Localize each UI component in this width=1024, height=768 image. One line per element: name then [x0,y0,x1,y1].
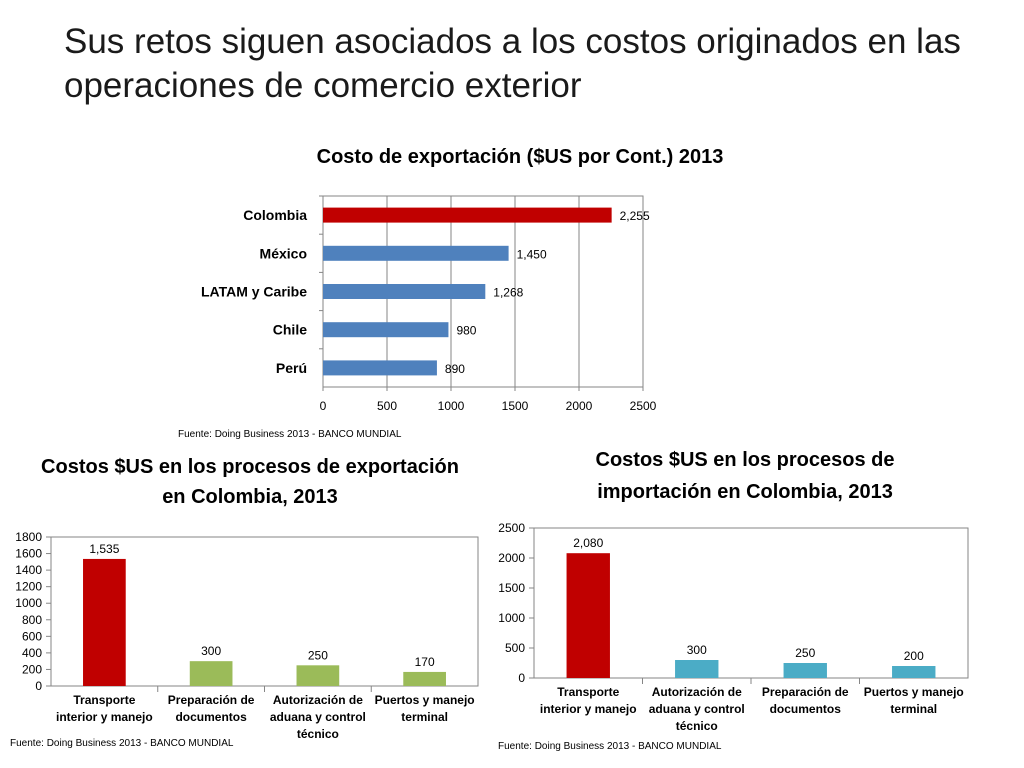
y-tick-label: 500 [505,641,525,655]
chart-export-processes: 0 200 400 600 800 1000 1200 1400 1600 1800 1,535 Tr… [15,530,479,741]
x-tick-label: 2000 [566,399,593,413]
data-label: 2,080 [573,536,603,550]
slide-title: Sus retos siguen asociados a los costos … [64,22,961,105]
data-label: 300 [201,644,221,658]
category-label: documentos [770,702,842,716]
chart-title-import-processes: Costos $US en los procesos de importació… [595,449,895,503]
chart-title-export-cost: Costo de exportación ($US por Cont.) 201… [316,146,724,168]
y-tick-label: 0 [35,679,42,693]
category-label: Puertos y manejo [864,685,964,699]
bar [323,245,509,261]
bar [323,322,449,338]
data-label: 200 [904,649,924,663]
y-tick-label: 600 [22,629,42,643]
bar [783,663,827,678]
y-tick-label: 1000 [498,611,525,625]
chart-source-import-processes: Fuente: Doing Business 2013 - BANCO MUND… [498,741,722,752]
data-label: 300 [687,643,707,657]
x-tick-label: 0 [320,399,327,413]
bar [675,660,719,678]
data-label: 1,268 [493,286,523,300]
bar [566,553,610,678]
bar [323,207,612,223]
y-tick-label: 2000 [498,551,525,565]
chart-source-export-cost: Fuente: Doing Business 2013 - BANCO MUND… [178,429,402,440]
category-label: técnico [676,719,718,733]
data-label: 2,255 [620,209,650,223]
category-label: Puertos y manejo [375,693,475,707]
y-tick-label: 2500 [498,521,525,535]
y-tick-label: 1800 [15,530,42,544]
category-label: Transporte [73,693,135,707]
category-label: Chile [273,322,307,338]
y-tick-label: 1500 [498,581,525,595]
bar [323,284,486,299]
y-tick-label: 0 [518,671,525,685]
category-label: aduana y control [649,702,745,716]
x-tick-label: 1000 [438,399,465,413]
category-label: interior y manejo [56,710,153,724]
x-tick-label: 1500 [502,399,529,413]
chart-import-processes: 0 500 1000 1500 2000 2500 2,080 Transporte inter… [498,521,969,733]
category-label: aduana y control [270,710,366,724]
y-tick-label: 200 [22,662,42,676]
bar [892,666,936,678]
y-tick-label: 1400 [15,563,42,577]
x-tick-label: 2500 [630,399,657,413]
category-label: técnico [297,727,339,741]
data-label: 890 [445,362,465,376]
x-tick-label: 500 [377,399,397,413]
y-tick-label: 1200 [15,580,42,594]
category-label: México [260,245,307,261]
bar [323,360,437,376]
data-label: 980 [456,324,476,338]
y-tick-label: 800 [22,613,42,627]
category-label: Preparación de [168,693,255,707]
bar [403,671,446,686]
category-label: Transporte [557,685,619,699]
category-label: Preparación de [762,685,849,699]
y-tick-label: 1600 [15,547,42,561]
category-label: Colombia [243,207,307,223]
category-label: interior y manejo [540,702,637,716]
category-label: Autorización de [273,693,363,707]
bar [83,558,126,686]
y-tick-label: 1000 [15,596,42,610]
category-label: terminal [890,702,937,716]
chart-title-export-processes: Costos $US en los procesos de exportació… [41,456,459,508]
data-label: 170 [415,655,435,669]
chart-export-cost: 0 500 1000 1500 2000 2500 Colombia 2,255 México 1… [201,195,657,413]
category-label: LATAM y Caribe [201,284,307,300]
data-label: 250 [308,648,328,662]
data-label: 250 [795,646,815,660]
data-label: 1,535 [89,542,119,556]
chart-source-export-processes: Fuente: Doing Business 2013 - BANCO MUND… [10,738,234,749]
bar [296,665,340,686]
category-label: terminal [401,710,448,724]
y-tick-label: 400 [22,646,42,660]
bar [189,661,233,686]
category-label: Perú [276,360,307,376]
category-label: Autorización de [652,685,742,699]
category-label: documentos [175,710,247,724]
data-label: 1,450 [517,247,547,261]
